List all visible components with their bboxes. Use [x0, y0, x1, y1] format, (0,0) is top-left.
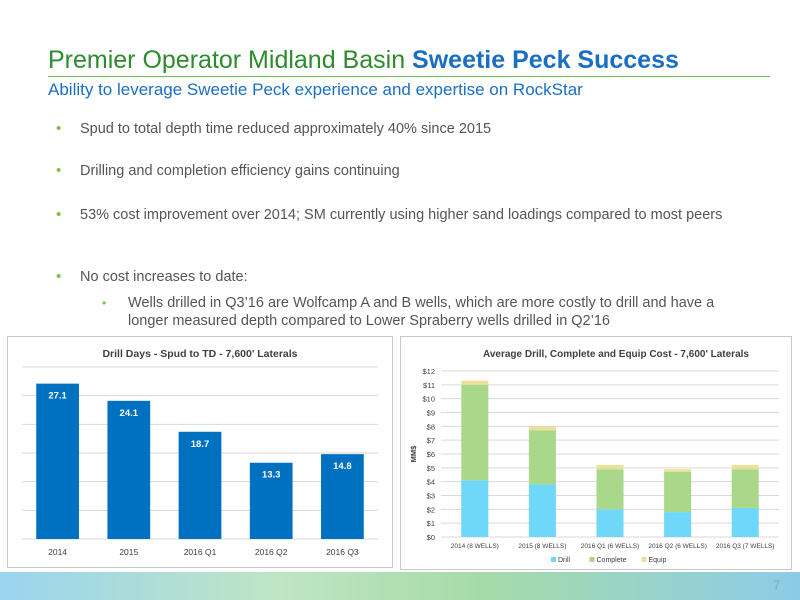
x-tick-label: 2016 Q2	[255, 547, 288, 557]
footer-band	[0, 572, 800, 600]
bar	[107, 400, 151, 539]
bar	[36, 383, 79, 539]
bar	[249, 462, 293, 539]
x-tick-label: 2016 Q3 (7 WELLS)	[716, 543, 775, 550]
bullet-text: 53% cost improvement over 2014; SM curre…	[80, 207, 723, 223]
stack-segment-complete	[528, 430, 556, 485]
stack-segment-complete	[731, 469, 759, 508]
bullet-dot-icon: •	[56, 120, 62, 137]
legend-label: Drill	[558, 557, 570, 564]
bullet-dot-icon: •	[56, 268, 62, 285]
stack-segment-equip	[664, 469, 692, 472]
y-tick-label: $2	[427, 505, 435, 514]
bullet-text: Spud to total depth time reduced approxi…	[80, 121, 492, 137]
y-tick-label: $1	[427, 519, 435, 528]
slide-title: Premier Operator Midland Basin Sweetie P…	[48, 46, 679, 75]
slide-title-accent: Sweetie Peck Success	[412, 46, 679, 74]
cost-chart: Average Drill, Complete and Equip Cost -…	[400, 336, 792, 570]
legend-label: Equip	[649, 557, 667, 564]
data-label: 14.8	[333, 461, 352, 472]
data-label: 24.1	[120, 408, 139, 419]
x-tick-label: 2014 (8 WELLS)	[451, 543, 499, 550]
bullet-dot-icon: •	[56, 162, 62, 179]
drill-days-chart-svg: Drill Days - Spud to TD - 7,600' Lateral…	[22, 348, 378, 557]
y-tick-label: $3	[427, 492, 435, 501]
stack-segment-drill	[731, 507, 759, 537]
stack-segment-complete	[664, 471, 692, 513]
bar	[178, 431, 222, 539]
stack-segment-complete	[596, 469, 624, 510]
legend-label: Complete	[597, 557, 627, 564]
bar	[321, 454, 364, 539]
title-divider	[48, 76, 770, 77]
bullet-dot-icon: •	[102, 296, 107, 310]
x-tick-label: 2016 Q2 (6 WELLS)	[648, 543, 707, 550]
legend-swatch	[551, 557, 556, 562]
x-tick-label: 2015 (8 WELLS)	[518, 543, 566, 550]
page-number: 7	[773, 578, 780, 592]
sub-bullet-text: Wells drilled in Q3’16 are Wolfcamp A an…	[128, 295, 715, 329]
y-tick-label: $8	[427, 422, 435, 431]
x-tick-label: 2014	[48, 547, 67, 557]
stack-segment-drill	[664, 512, 692, 537]
cost-chart-svg: Average Drill, Complete and Equip Cost -…	[409, 349, 779, 564]
x-tick-label: 2016 Q3	[326, 547, 359, 557]
stack-segment-equip	[731, 465, 759, 470]
bullet-text: No cost increases to date:	[80, 269, 248, 285]
stack-segment-complete	[461, 384, 489, 481]
legend-swatch	[641, 557, 647, 562]
y-tick-label: $4	[427, 478, 435, 487]
legend-swatch	[589, 557, 595, 562]
y-tick-label: $6	[427, 450, 435, 459]
stack-segment-drill	[528, 484, 556, 537]
x-tick-label: 2016 Q1	[184, 547, 217, 557]
stack-segment-equip	[528, 426, 556, 431]
y-tick-label: $10	[422, 395, 435, 404]
stack-segment-drill	[461, 480, 489, 537]
stack-segment-drill	[596, 509, 624, 537]
y-axis-label: MM$	[409, 445, 418, 462]
stack-segment-equip	[461, 380, 489, 385]
y-tick-label: $9	[427, 409, 435, 418]
x-tick-label: 2016 Q1 (6 WELLS)	[581, 543, 640, 550]
chart-title: Drill Days - Spud to TD - 7,600' Lateral…	[102, 348, 297, 360]
x-tick-label: 2015	[119, 547, 138, 557]
chart-title: Average Drill, Complete and Equip Cost -…	[483, 349, 749, 360]
y-tick-label: $5	[427, 464, 435, 473]
data-label: 13.3	[262, 470, 281, 481]
drill-days-chart: Drill Days - Spud to TD - 7,600' Lateral…	[7, 336, 393, 568]
slide-title-main: Premier Operator Midland Basin	[48, 46, 413, 74]
bullet-text: Drilling and completion efficiency gains…	[80, 163, 400, 179]
slide-subtitle: Ability to leverage Sweetie Peck experie…	[48, 80, 583, 99]
y-tick-label: $11	[423, 381, 435, 390]
y-tick-label: $12	[422, 367, 435, 376]
bullet-dot-icon: •	[56, 206, 62, 223]
data-label: 18.7	[191, 439, 210, 450]
y-tick-label: $7	[427, 436, 435, 445]
data-label: 27.1	[48, 391, 67, 402]
stack-segment-equip	[596, 465, 624, 470]
y-tick-label: $0	[427, 533, 435, 542]
